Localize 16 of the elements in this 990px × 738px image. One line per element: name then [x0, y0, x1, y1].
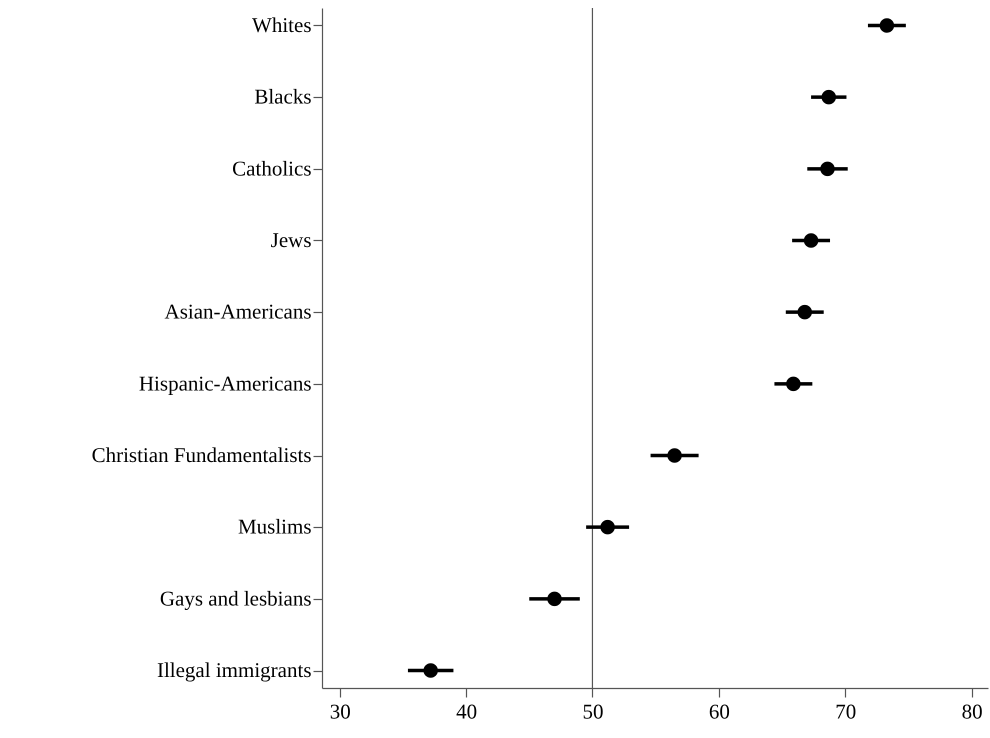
x-tick-label: 80 — [962, 700, 983, 724]
y-tick-label: Hispanic-Americans — [138, 371, 312, 396]
y-tick-label: Gays and lesbians — [160, 586, 312, 610]
x-tick-label: 60 — [708, 700, 730, 724]
y-tick-label: Muslims — [238, 514, 312, 539]
y-tick-label: Catholics — [232, 156, 312, 180]
y-tick-label: Illegal immigrants — [156, 658, 312, 682]
x-tick-label: 50 — [582, 700, 604, 724]
y-tick-label: Whites — [252, 12, 312, 37]
x-tick-label: 40 — [456, 700, 478, 724]
y-tick-label: Asian-Americans — [164, 300, 312, 324]
y-tick-label: Christian Fundamentalists — [92, 443, 312, 468]
x-tick-label: 70 — [835, 700, 856, 724]
x-tick-label: 30 — [330, 700, 351, 724]
y-tick-label: Jews — [270, 228, 312, 252]
y-tick-label: Blacks — [254, 84, 312, 109]
